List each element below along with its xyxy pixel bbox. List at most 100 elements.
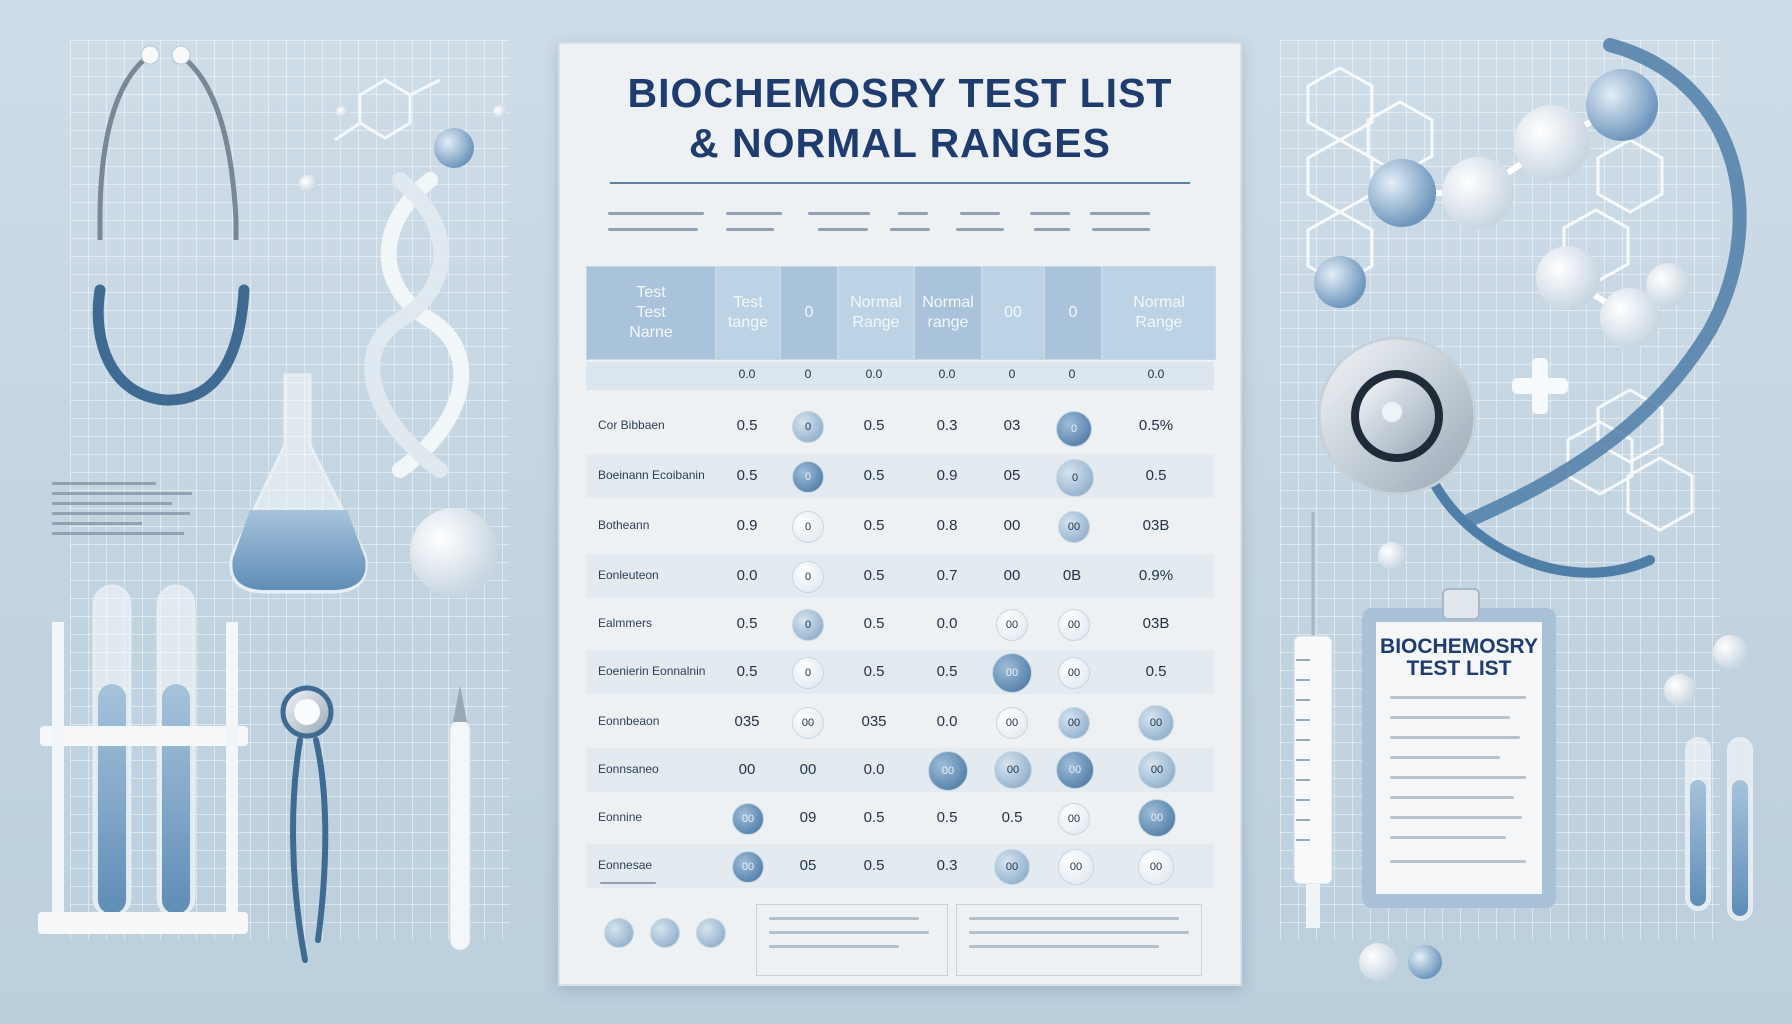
table-row: Eonleuteon 0.0 0 0.5 0.7 00 0B 0.9%: [586, 554, 1214, 598]
cell-marker: 0: [792, 511, 824, 543]
cell-marker: 00: [1058, 707, 1090, 739]
table-row: Eoenierin Eonnalnin 0.5 0 0.5 0.5 00 00 …: [586, 650, 1214, 694]
header-text: Range: [852, 314, 900, 331]
poster-title: BIOCHEMOSRY TEST LIST & NORMAL RANGES: [560, 68, 1240, 168]
clipboard-line: [1390, 736, 1520, 739]
cell-marker: 0: [792, 609, 824, 641]
stethoscope-right: [1317, 38, 1747, 578]
clipboard-title: BIOCHEMOSRY TEST LIST: [1376, 636, 1542, 680]
faint-text: [808, 212, 870, 215]
cell-marker: 00: [1058, 657, 1090, 689]
table-header: Test Test Narne Test tange 0 Normal Range No…: [586, 266, 1216, 360]
faint-text: [608, 212, 704, 215]
cell-value: 0.0: [863, 761, 885, 778]
cell-value: 035: [861, 713, 887, 730]
poster-title-line2: & NORMAL RANGES: [689, 120, 1111, 166]
header-text: Test: [636, 304, 666, 321]
table-row: Eonnine 00 09 0.5 0.5 0.5 00 00: [586, 796, 1214, 840]
left-side-text: [52, 482, 192, 535]
row-label: Eonnine: [598, 810, 643, 824]
cell-value: 0.5%: [1138, 417, 1174, 434]
header-text: Normal: [850, 294, 902, 311]
plus-sign: [1512, 358, 1568, 414]
cell-value: 03: [1003, 417, 1021, 434]
header-cell: 0: [780, 266, 838, 360]
cell-value: 0.5: [736, 417, 758, 434]
header-text: 0: [1068, 304, 1078, 321]
cell-value: 0.7: [936, 567, 958, 584]
small-stethoscope: [280, 685, 334, 963]
header-cell: 00: [982, 266, 1044, 360]
clipboard-line: [1390, 756, 1500, 759]
cell-value: 0.0: [736, 567, 758, 584]
stethoscope-left: [92, 45, 250, 406]
dna-helix: [364, 172, 470, 478]
cell-value: 0.9%: [1138, 567, 1174, 584]
cell-value: 0B: [1062, 567, 1082, 584]
row-label: Eoenierin Eonnalnin: [598, 664, 706, 678]
clipboard-line: [1390, 860, 1526, 863]
footer-icon: [696, 918, 726, 948]
cell-marker: 00: [994, 751, 1032, 789]
cell-marker: 0: [1056, 411, 1092, 447]
clipboard-title-line2: TEST LIST: [1406, 657, 1512, 680]
molecule-right: [1314, 69, 1690, 348]
faint-text: [1090, 212, 1150, 215]
subheader-cell: 0: [1068, 367, 1076, 381]
footnote-line: [769, 917, 919, 920]
table-row: Cor Bibbaen 0.5 0 0.5 0.3 03 0 0.5%: [586, 404, 1214, 448]
subheader-cell: 0: [1008, 367, 1016, 381]
subheader-cell: 0.0: [865, 367, 883, 381]
cell-value: 00: [1003, 567, 1021, 584]
faint-text: [956, 228, 1004, 231]
molecule-left: [334, 78, 441, 142]
subheader-cell: 0: [804, 367, 812, 381]
cell-value: 0.5: [1145, 663, 1167, 680]
test-tube-rack: [38, 584, 248, 934]
cell-marker: 00: [928, 751, 968, 791]
clipboard-line: [1390, 716, 1510, 719]
header-cell: 0: [1044, 266, 1102, 360]
footnote-line: [769, 931, 929, 934]
cell-marker: 0: [1056, 459, 1094, 497]
header-text: range: [927, 314, 969, 331]
cell-value: 05: [1003, 467, 1021, 484]
cell-value: 0.5: [863, 615, 885, 632]
header-cell: Test tange: [716, 266, 780, 360]
clipboard-line: [1390, 796, 1514, 799]
clipboard-clip: [1442, 588, 1480, 620]
cell-value: 0.9: [936, 467, 958, 484]
cell-value: 0.5: [863, 417, 885, 434]
flask: [229, 373, 368, 594]
table-row: Eonnesae 00 05 0.5 0.3 00 00 00: [586, 844, 1214, 888]
cell-value: 0.3: [936, 417, 958, 434]
cell-value: 0.5: [863, 567, 885, 584]
footnote-line: [969, 917, 1179, 920]
cell-value: 0.5: [736, 615, 758, 632]
cell-marker: 00: [1058, 849, 1094, 885]
cell-marker: 00: [996, 707, 1028, 739]
cell-marker: 00: [994, 849, 1030, 885]
header-cell: Normal Range: [838, 266, 914, 360]
table-row: Eonnbeaon 035 00 035 0.0 00 00 00: [586, 700, 1214, 744]
footer-icon: [604, 918, 634, 948]
cell-value: 0.5: [736, 663, 758, 680]
test-list-poster: BIOCHEMOSRY TEST LIST & NORMAL RANGES Te…: [558, 42, 1242, 986]
footnote-line: [769, 945, 899, 948]
row-label: Eonnsaneo: [598, 762, 659, 776]
cell-value: 035: [734, 713, 760, 730]
faint-text: [818, 228, 868, 231]
cell-marker: 00: [792, 707, 824, 739]
cell-value: 03B: [1142, 517, 1170, 534]
pen: [449, 685, 471, 951]
cell-value: 00: [738, 761, 756, 778]
syringe: [1293, 512, 1333, 928]
cell-marker: 00: [1138, 751, 1176, 789]
header-cell: Normal range: [914, 266, 982, 360]
clipboard-title-line1: BIOCHEMOSRY: [1380, 635, 1538, 658]
cell-marker: 00: [1058, 609, 1090, 641]
cell-value: 0.5: [863, 467, 885, 484]
subheader-cell: 0.0: [1147, 367, 1165, 381]
faint-text: [1034, 228, 1070, 231]
clipboard-line: [1390, 776, 1526, 779]
